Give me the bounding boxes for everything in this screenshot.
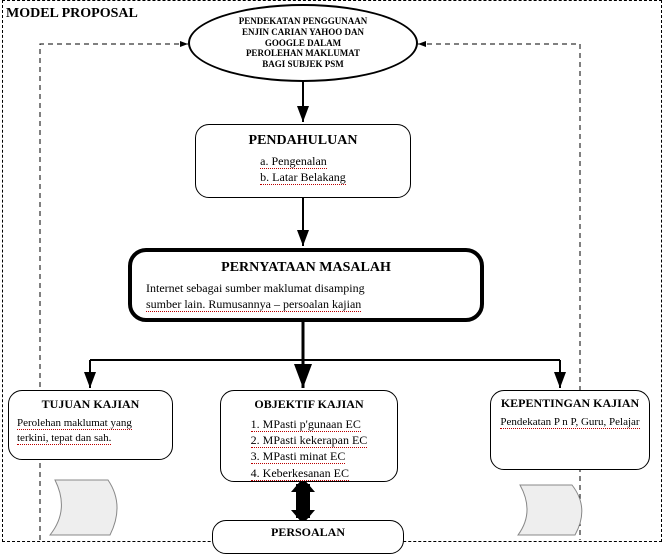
kepentingan-title: KEPENTINGAN KAJIAN [499, 397, 641, 411]
objektif-item: 1. MPasti p'gunaan EC [251, 416, 368, 432]
ellipse-line: GOOGLE DALAM [239, 38, 367, 49]
objektif-item: 3. MPasti minat EC [251, 448, 368, 464]
persoalan-title: PERSOALAN [213, 525, 403, 540]
objektif-item: 2. MPasti kekerapan EC [251, 432, 368, 448]
pendahuluan-box: PENDAHULUAN a. Pengenalan b. Latar Belak… [195, 124, 411, 198]
pendahuluan-title: PENDAHULUAN [208, 133, 398, 149]
model-proposal-title: MODEL PROPOSAL [6, 6, 138, 22]
objektif-title: OBJEKTIF KAJIAN [229, 397, 389, 412]
objektif-box: OBJEKTIF KAJIAN 1. MPasti p'gunaan EC 2.… [220, 390, 398, 482]
pendahuluan-item: b. Latar Belakang [260, 169, 346, 185]
ellipse-line: ENJIN CARIAN YAHOO DAN [239, 27, 367, 38]
ellipse-line: BAGI SUBJEK PSM [239, 59, 367, 70]
kepentingan-body: Pendekatan P n P, Guru, Pelajar [499, 415, 641, 430]
masalah-body: Internet sebagai sumber maklumat disampi… [146, 280, 466, 312]
ellipse-line: PENDEKATAN PENGGUNAAN [239, 16, 367, 27]
masalah-box: PERNYATAAN MASALAH Internet sebagai sumb… [128, 248, 484, 322]
masalah-title: PERNYATAAN MASALAH [146, 260, 466, 276]
pendahuluan-item: a. Pengenalan [260, 153, 346, 169]
tujuan-body: Perolehan maklumat yang terkini, tepat d… [17, 416, 164, 446]
topic-ellipse: PENDEKATAN PENGGUNAAN ENJIN CARIAN YAHOO… [188, 4, 418, 82]
objektif-item: 4. Keberkesanan EC [251, 465, 368, 481]
persoalan-box: PERSOALAN [212, 520, 404, 554]
kepentingan-box: KEPENTINGAN KAJIAN Pendekatan P n P, Gur… [490, 390, 650, 470]
tujuan-title: TUJUAN KAJIAN [17, 397, 164, 412]
ellipse-line: PEROLEHAN MAKLUMAT [239, 48, 367, 59]
tujuan-box: TUJUAN KAJIAN Perolehan maklumat yang te… [8, 390, 173, 460]
